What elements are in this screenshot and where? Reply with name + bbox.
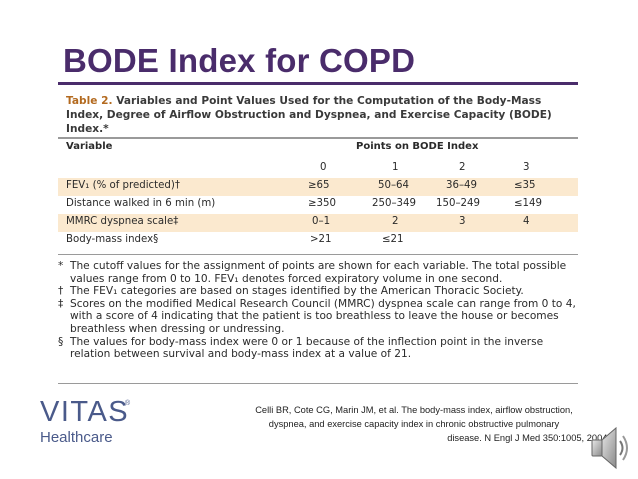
table-row: Body-mass index§ >21 ≤21 bbox=[58, 232, 578, 250]
citation-line: Celli BR, Cote CG, Marin JM, et al. The … bbox=[255, 405, 573, 415]
table-row: MMRC dyspnea scale‡ 0–1 2 3 4 bbox=[58, 214, 578, 232]
citation-line: disease. N Engl J Med 350:1005, 2004. bbox=[447, 433, 610, 443]
points-cell: 3 bbox=[459, 216, 466, 227]
registered-mark: ® bbox=[125, 400, 131, 407]
citation-line: dyspnea, and exercise capacity index in … bbox=[268, 419, 560, 429]
points-cell: ≤35 bbox=[514, 180, 536, 191]
citation: Celli BR, Cote CG, Marin JM, et al. The … bbox=[210, 403, 618, 445]
footnote: † The FEV₁ categories are based on stage… bbox=[58, 285, 578, 298]
footnote-symbol: † bbox=[58, 285, 64, 298]
table-bottom-rule bbox=[58, 254, 578, 255]
table-caption: Table 2. Variables and Point Values Used… bbox=[66, 94, 571, 136]
table-footnotes: * The cutoff values for the assignment o… bbox=[58, 260, 578, 361]
content-bottom-rule bbox=[58, 383, 578, 384]
variable-cell: Body-mass index§ bbox=[66, 234, 159, 245]
points-cell: ≥350 bbox=[308, 198, 336, 209]
variable-cell: MMRC dyspnea scale‡ bbox=[66, 216, 179, 227]
points-cell: 36–49 bbox=[446, 180, 478, 191]
vitas-logo: VITAS bbox=[40, 396, 130, 428]
footnote-symbol: ‡ bbox=[58, 297, 64, 310]
points-header: Points on BODE Index bbox=[356, 141, 479, 152]
footnote-text: The cutoff values for the assignment of … bbox=[70, 260, 567, 285]
points-cell: 50–64 bbox=[378, 180, 410, 191]
footnote: * The cutoff values for the assignment o… bbox=[58, 260, 578, 285]
bode-table: Table 2. Variables and Point Values Used… bbox=[58, 90, 578, 385]
footnote: § The values for body-mass index were 0 … bbox=[58, 336, 578, 361]
points-cell: 2 bbox=[392, 216, 399, 227]
points-cell: ≤149 bbox=[514, 198, 542, 209]
point-column-header: 1 bbox=[392, 162, 399, 173]
variable-header: Variable bbox=[66, 141, 113, 152]
vitas-logo-subtitle: Healthcare bbox=[40, 429, 113, 446]
table-top-rule bbox=[58, 137, 578, 139]
footnote-symbol: § bbox=[58, 335, 64, 348]
table-row: FEV₁ (% of predicted)† ≥65 50–64 36–49 ≤… bbox=[58, 178, 578, 196]
table-caption-text: Variables and Point Values Used for the … bbox=[66, 95, 552, 135]
table-label: Table 2. bbox=[66, 95, 113, 107]
variable-cell: Distance walked in 6 min (m) bbox=[66, 198, 216, 209]
title-divider bbox=[58, 82, 578, 85]
points-cell: 4 bbox=[523, 216, 530, 227]
variable-cell: FEV₁ (% of predicted)† bbox=[66, 180, 180, 191]
table-row: Distance walked in 6 min (m) ≥350 250–34… bbox=[58, 196, 578, 214]
footnote-text: The FEV₁ categories are based on stages … bbox=[70, 285, 524, 298]
points-cell: 250–349 bbox=[372, 198, 416, 209]
points-cell: 0–1 bbox=[312, 216, 331, 227]
footnote-symbol: * bbox=[58, 260, 64, 272]
footnote: ‡ Scores on the modified Medical Researc… bbox=[58, 298, 578, 336]
points-cell: ≥65 bbox=[308, 180, 330, 191]
points-cell: >21 bbox=[310, 234, 332, 245]
points-cell: ≤21 bbox=[382, 234, 404, 245]
points-cell: 150–249 bbox=[436, 198, 480, 209]
point-column-header: 2 bbox=[459, 162, 466, 173]
speaker-icon[interactable] bbox=[590, 424, 630, 472]
point-column-header: 3 bbox=[523, 162, 530, 173]
footnote-text: Scores on the modified Medical Research … bbox=[70, 297, 576, 335]
point-column-header: 0 bbox=[320, 162, 327, 173]
footnote-text: The values for body-mass index were 0 or… bbox=[70, 335, 544, 361]
slide-title: BODE Index for COPD bbox=[63, 42, 416, 79]
